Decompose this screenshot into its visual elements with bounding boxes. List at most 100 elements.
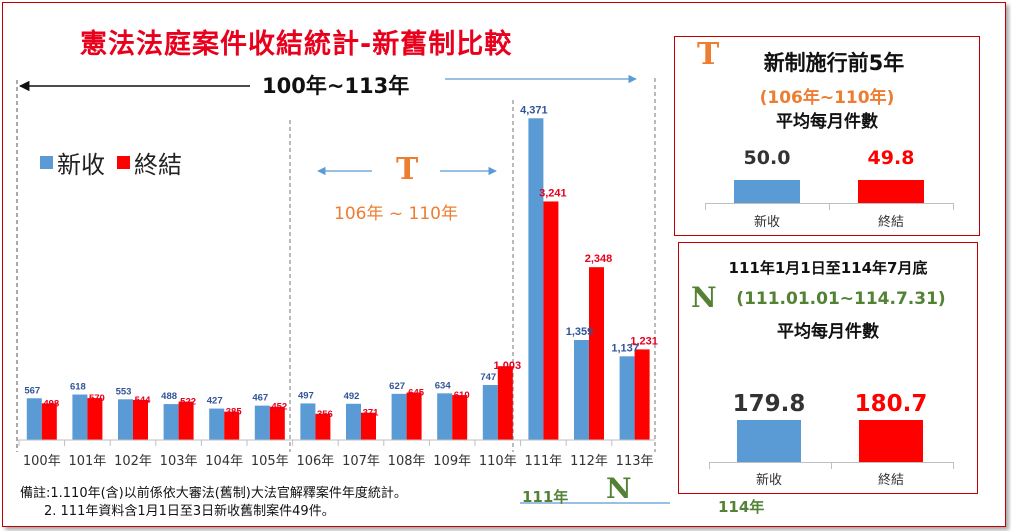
bars-group: [26, 118, 650, 440]
data-label-new-5: 467: [252, 393, 268, 404]
bar-closed-8: [406, 392, 422, 440]
data-label-closed-13: 1,231: [630, 335, 658, 347]
data-label-closed-3: 522: [180, 397, 196, 408]
bar-closed-7: [361, 412, 376, 440]
bar-closed-2: [133, 399, 148, 440]
data-label-closed-2: 544: [135, 395, 152, 406]
legend-item-closed: 終結: [117, 145, 182, 180]
x-tick-label-0: 100年: [23, 454, 61, 469]
period-before-range: 106年 ~ 110年: [334, 204, 458, 224]
bar-new-3: [163, 404, 179, 440]
data-label-new-8: 627: [389, 381, 405, 392]
panel-before-tick: [829, 203, 830, 210]
panel-before-tick: [953, 203, 954, 210]
panel-after-bar-closed: [859, 420, 923, 462]
panel-before-bar-closed: [858, 180, 924, 203]
panel-after-subtitle: 平均每月件數: [777, 322, 879, 342]
data-label-new-3: 488: [161, 391, 177, 402]
data-label-closed-0: 498: [43, 398, 59, 409]
panel-after-bar-new: [737, 420, 801, 462]
footnote-2: 2. 111年資料含1月1日至3日新收舊制案件49件。: [44, 504, 335, 519]
bar-new-0: [26, 398, 42, 440]
legend-swatch-new: [40, 156, 53, 169]
data-label-new-4: 427: [207, 396, 223, 407]
bar-closed-10: [497, 366, 513, 440]
data-label-closed-8: 645: [408, 388, 425, 399]
panel-before-range: (106年~110年): [759, 88, 895, 108]
x-tick-label-1: 101年: [68, 454, 106, 469]
panel-after-tick: [831, 462, 832, 469]
data-label-closed-6: 356: [317, 409, 333, 420]
footnote-1: 備註:1.110年(含)以前係依大審法(舊制)大法官解釋案件年度統計。: [20, 486, 407, 501]
chart-title: 憲法法庭案件收結統計-新舊制比較: [80, 29, 513, 60]
bar-new-11: [528, 118, 544, 440]
panel-after-title: 111年1月1日至114年7月底: [728, 259, 928, 277]
period-before-icon: T: [396, 152, 419, 187]
bar-closed-4: [224, 411, 240, 440]
data-label-new-7: 492: [344, 391, 360, 402]
panel-after-label-new: 新收: [755, 473, 782, 488]
x-tick-label-7: 107年: [342, 454, 380, 469]
x-tick-label-2: 102年: [114, 454, 152, 469]
overall-range-label: 100年~113年: [262, 74, 410, 98]
x-tick-label-9: 109年: [433, 454, 471, 469]
data-label-closed-9: 610: [454, 390, 470, 401]
data-label-new-2: 553: [116, 386, 132, 397]
panel-before-icon: T: [697, 37, 720, 72]
data-label-closed-5: 452: [271, 402, 287, 413]
panel-after-range: (111.01.01~114.7.31): [736, 289, 946, 309]
new-system-start-year: 111年: [522, 488, 569, 506]
bar-new-6: [300, 403, 316, 440]
data-label-closed-11: 3,241: [539, 187, 567, 199]
bar-closed-1: [87, 398, 103, 440]
data-label-new-10: 747: [480, 372, 496, 383]
bar-new-13: [619, 356, 635, 440]
bar-new-12: [574, 339, 589, 440]
panel-before-subtitle: 平均每月件數: [776, 112, 878, 132]
bar-new-2: [118, 399, 133, 440]
bar-closed-11: [543, 201, 559, 440]
legend: 新收 終結: [40, 145, 194, 180]
data-label-new-11: 4,371: [520, 104, 548, 116]
data-label-new-12: 1,359: [566, 326, 594, 338]
panel-after-closed-value: 180.7: [854, 391, 928, 417]
data-label-new-6: 497: [298, 390, 314, 401]
panel-after-tick: [709, 462, 710, 469]
bar-new-8: [391, 393, 407, 440]
panel-before-title: 新制施行前5年: [763, 51, 905, 75]
bar-closed-13: [634, 349, 650, 440]
x-tick-label-6: 106年: [296, 454, 334, 469]
panel-after-new-system: 111年1月1日至114年7月底 N (111.01.01~114.7.31) …: [678, 242, 978, 494]
bar-new-9: [437, 393, 453, 440]
panel-before-tick: [705, 203, 706, 210]
panel-before-new-system: T 新制施行前5年 (106年~110年) 平均每月件數 50.0 49.8 新…: [674, 36, 980, 236]
bar-new-7: [346, 403, 361, 440]
new-system-icon: N: [606, 472, 632, 505]
data-label-closed-12: 2,348: [585, 253, 613, 265]
panel-before-new-value: 50.0: [743, 147, 791, 169]
x-tick-label-12: 112年: [570, 454, 608, 469]
panel-before-closed-value: 49.8: [867, 147, 915, 169]
bar-new-1: [72, 394, 88, 440]
bar-closed-6: [315, 413, 331, 440]
data-label-new-9: 634: [435, 380, 452, 391]
panel-after-icon: N: [691, 281, 717, 314]
data-label-new-1: 618: [70, 382, 86, 393]
x-axis: 100年 101年 102年 103年 104年 105年 106年 107年 108年 109年…: [17, 439, 655, 469]
bar-closed-9: [452, 395, 468, 440]
data-label-new-0: 567: [24, 385, 40, 396]
chart-decorations: [16, 74, 670, 504]
x-tick-label-11: 111年: [524, 454, 562, 469]
data-label-closed-10: 1,003: [494, 360, 522, 372]
panel-after-tick: [953, 462, 954, 469]
legend-label-new: 新收: [57, 151, 105, 179]
data-label-closed-4: 385: [226, 407, 243, 418]
x-tick-label-10: 110年: [479, 454, 517, 469]
data-label-closed-1: 570: [89, 393, 105, 404]
bar-new-5: [254, 405, 270, 440]
bar-closed-5: [269, 406, 285, 440]
bar-new-4: [209, 408, 225, 440]
panel-after-new-value: 179.8: [732, 391, 806, 417]
